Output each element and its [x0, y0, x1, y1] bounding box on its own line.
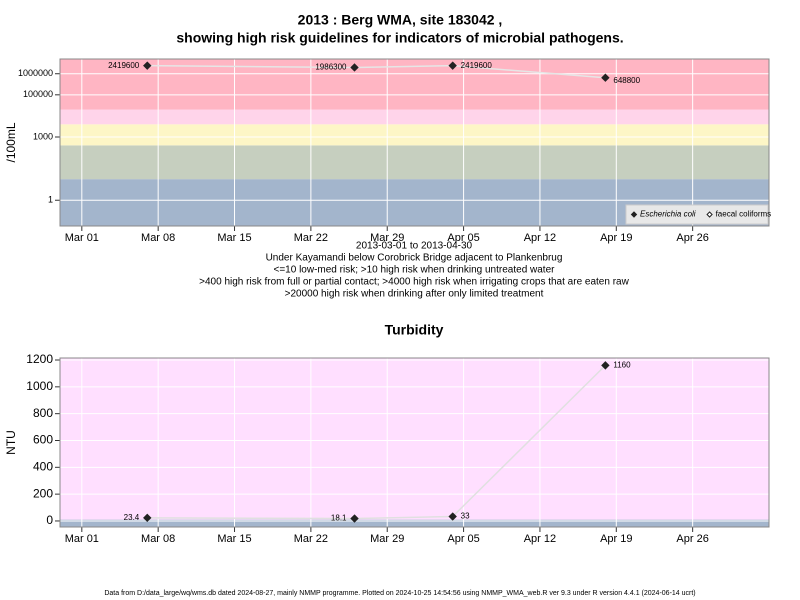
x-tick-label: Apr 26: [676, 232, 708, 244]
legend-label: Escherichia coli: [640, 210, 696, 219]
x-tick-label: Mar 08: [141, 533, 175, 545]
y-tick-label: 1000000: [18, 68, 53, 78]
series-line: [147, 64, 606, 79]
chart-title: showing high risk guidelines for indicat…: [176, 30, 623, 46]
x-tick-label: Apr 19: [600, 232, 632, 244]
x-tick-label: Mar 01: [65, 533, 99, 545]
data-label: 2419600: [461, 61, 493, 70]
plot-frame: [59, 357, 770, 528]
data-point: [350, 514, 359, 523]
data-point: [143, 61, 152, 70]
subtitle: 2013-03-01 to 2013-04-30: [356, 241, 473, 252]
risk-band: [60, 59, 769, 110]
data-point: [350, 63, 359, 72]
y-tick-label: 100000: [23, 89, 53, 99]
y-tick-label: 0: [46, 513, 53, 527]
y-tick-label: 1000: [33, 131, 53, 141]
x-tick-label: Mar 29: [370, 533, 404, 545]
x-tick-label: Mar 15: [217, 533, 251, 545]
y-tick-label: 200: [33, 486, 53, 500]
data-label: 33: [461, 512, 470, 521]
y-tick-label: 600: [33, 433, 53, 447]
data-label: 2419600: [108, 61, 140, 70]
series-line: [147, 364, 606, 520]
plot-frame: [59, 58, 770, 227]
x-tick-label: Apr 26: [676, 533, 708, 545]
subtitle: >20000 high risk when drinking after onl…: [285, 289, 544, 300]
chart-title: Turbidity: [385, 322, 444, 338]
y-axis-label: /100mL: [4, 122, 18, 162]
data-label: 1986300: [315, 63, 347, 72]
x-tick-label: Mar 22: [294, 533, 328, 545]
risk-band: [60, 124, 769, 146]
y-axis-label: NTU: [4, 430, 18, 455]
subtitle: Under Kayamandi below Corobrick Bridge a…: [266, 253, 563, 264]
data-label: 23.4: [124, 513, 140, 522]
data-label: 648800: [613, 76, 640, 85]
x-tick-label: Apr 19: [600, 533, 632, 545]
data-label: 1160: [613, 360, 631, 369]
y-tick-label: 1: [48, 195, 53, 205]
y-tick-label: 1200: [26, 352, 53, 366]
y-tick-label: 400: [33, 459, 53, 473]
risk-band: [60, 358, 769, 520]
legend-marker: [706, 211, 713, 218]
x-tick-label: Mar 22: [294, 232, 328, 244]
data-point: [143, 513, 152, 523]
data-point: [448, 512, 457, 521]
y-tick-label: 1000: [26, 379, 53, 393]
footer: Data from D:/data_large/wq/wms.db dated …: [104, 590, 695, 597]
risk-band: [60, 519, 769, 527]
data-point: [601, 361, 610, 370]
risk-band: [60, 145, 769, 180]
subtitle: <=10 low-med risk; >10 high risk when dr…: [274, 265, 556, 276]
legend-marker: [630, 211, 638, 218]
chart-title: 2013 : Berg WMA, site 183042 ,: [298, 12, 503, 28]
x-tick-label: Apr 12: [524, 232, 556, 244]
data-point: [601, 73, 610, 82]
x-tick-label: Apr 05: [447, 533, 479, 545]
subtitle: >400 high risk from full or partial cont…: [199, 277, 629, 288]
legend-box: [625, 204, 769, 225]
data-label: 18.1: [331, 514, 347, 523]
x-tick-label: Mar 08: [141, 232, 175, 244]
x-tick-label: Mar 01: [65, 232, 99, 244]
y-tick-label: 800: [33, 406, 53, 420]
x-tick-label: Mar 29: [370, 232, 404, 244]
legend-label: faecal coliforms: [716, 210, 772, 219]
x-tick-label: Apr 12: [524, 533, 556, 545]
data-point: [448, 61, 457, 70]
x-tick-label: Mar 15: [217, 232, 251, 244]
x-tick-label: Apr 05: [447, 232, 479, 244]
risk-band: [60, 109, 769, 125]
